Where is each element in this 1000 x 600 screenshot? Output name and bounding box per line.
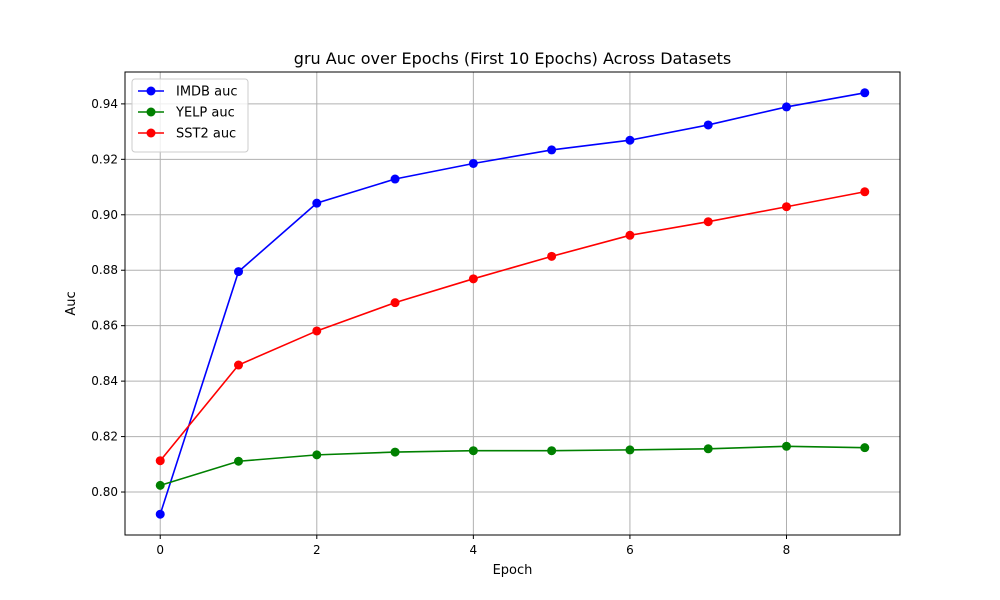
- grid: [125, 72, 900, 535]
- data-point: [312, 198, 322, 208]
- plot-frame: [124, 71, 901, 536]
- x-tick-label: 4: [470, 543, 478, 557]
- data-point: [703, 120, 713, 130]
- legend-item: SST2 auc: [138, 127, 236, 142]
- x-tick-label: 2: [313, 543, 321, 557]
- legend-label: IMDB auc: [176, 85, 237, 100]
- data-point: [860, 88, 870, 98]
- data-point: [625, 135, 635, 145]
- data-point: [155, 509, 165, 519]
- y-axis-label: Auc: [64, 291, 79, 315]
- series-line: [159, 92, 865, 515]
- data-point: [234, 267, 244, 277]
- data-point: [390, 298, 400, 308]
- y-tick-label: 0.82: [91, 430, 118, 444]
- series-1: [155, 441, 870, 490]
- y-tick-label: 0.94: [91, 97, 118, 111]
- data-point: [860, 187, 870, 197]
- data-point: [234, 360, 244, 370]
- series-line: [159, 445, 865, 487]
- y-tick-label: 0.88: [91, 263, 118, 277]
- data-point: [625, 230, 635, 240]
- data-point: [860, 443, 870, 453]
- series-0: [155, 88, 870, 519]
- chart-title: gru Auc over Epochs (First 10 Epochs) Ac…: [294, 49, 731, 68]
- legend-item: YELP auc: [138, 106, 235, 121]
- y-tick-label: 0.84: [91, 374, 118, 388]
- legend-label: SST2 auc: [176, 127, 236, 142]
- data-point: [155, 456, 165, 466]
- data-point: [781, 102, 791, 112]
- y-tick-label: 0.86: [91, 319, 118, 333]
- x-axis-label: Epoch: [493, 563, 533, 578]
- data-point: [234, 456, 244, 466]
- axis-ticks: 0 2 4 6 8 0.80 0.82 0.84 0.86 0.88 0.90 0.92 0.94: [91, 97, 790, 557]
- data-point: [547, 145, 557, 155]
- data-point: [390, 447, 400, 457]
- data-point: [468, 446, 478, 456]
- data-point: [781, 202, 791, 212]
- series-layer: [155, 88, 870, 519]
- legend-label: YELP auc: [175, 106, 235, 121]
- data-point: [547, 251, 557, 261]
- x-tick-label: 8: [783, 543, 791, 557]
- data-point: [390, 174, 400, 184]
- data-point: [312, 326, 322, 336]
- x-tick-label: 6: [626, 543, 634, 557]
- data-point: [312, 450, 322, 460]
- data-point: [703, 217, 713, 227]
- legend-marker: [146, 107, 156, 117]
- data-point: [155, 480, 165, 490]
- data-point: [625, 445, 635, 455]
- series-2: [155, 187, 870, 466]
- data-point: [468, 274, 478, 284]
- data-point: [781, 441, 791, 451]
- data-point: [547, 446, 557, 456]
- legend: IMDB auc YELP auc SST2 auc: [131, 78, 249, 153]
- legend-marker: [146, 86, 156, 96]
- y-tick-label: 0.92: [91, 152, 118, 166]
- legend-item: IMDB auc: [138, 85, 237, 100]
- data-point: [703, 444, 713, 454]
- x-tick-label: 0: [156, 543, 164, 557]
- legend-marker: [146, 128, 156, 138]
- data-point: [468, 158, 478, 168]
- y-tick-label: 0.90: [91, 208, 118, 222]
- series-line: [159, 190, 865, 462]
- y-tick-label: 0.80: [91, 485, 118, 499]
